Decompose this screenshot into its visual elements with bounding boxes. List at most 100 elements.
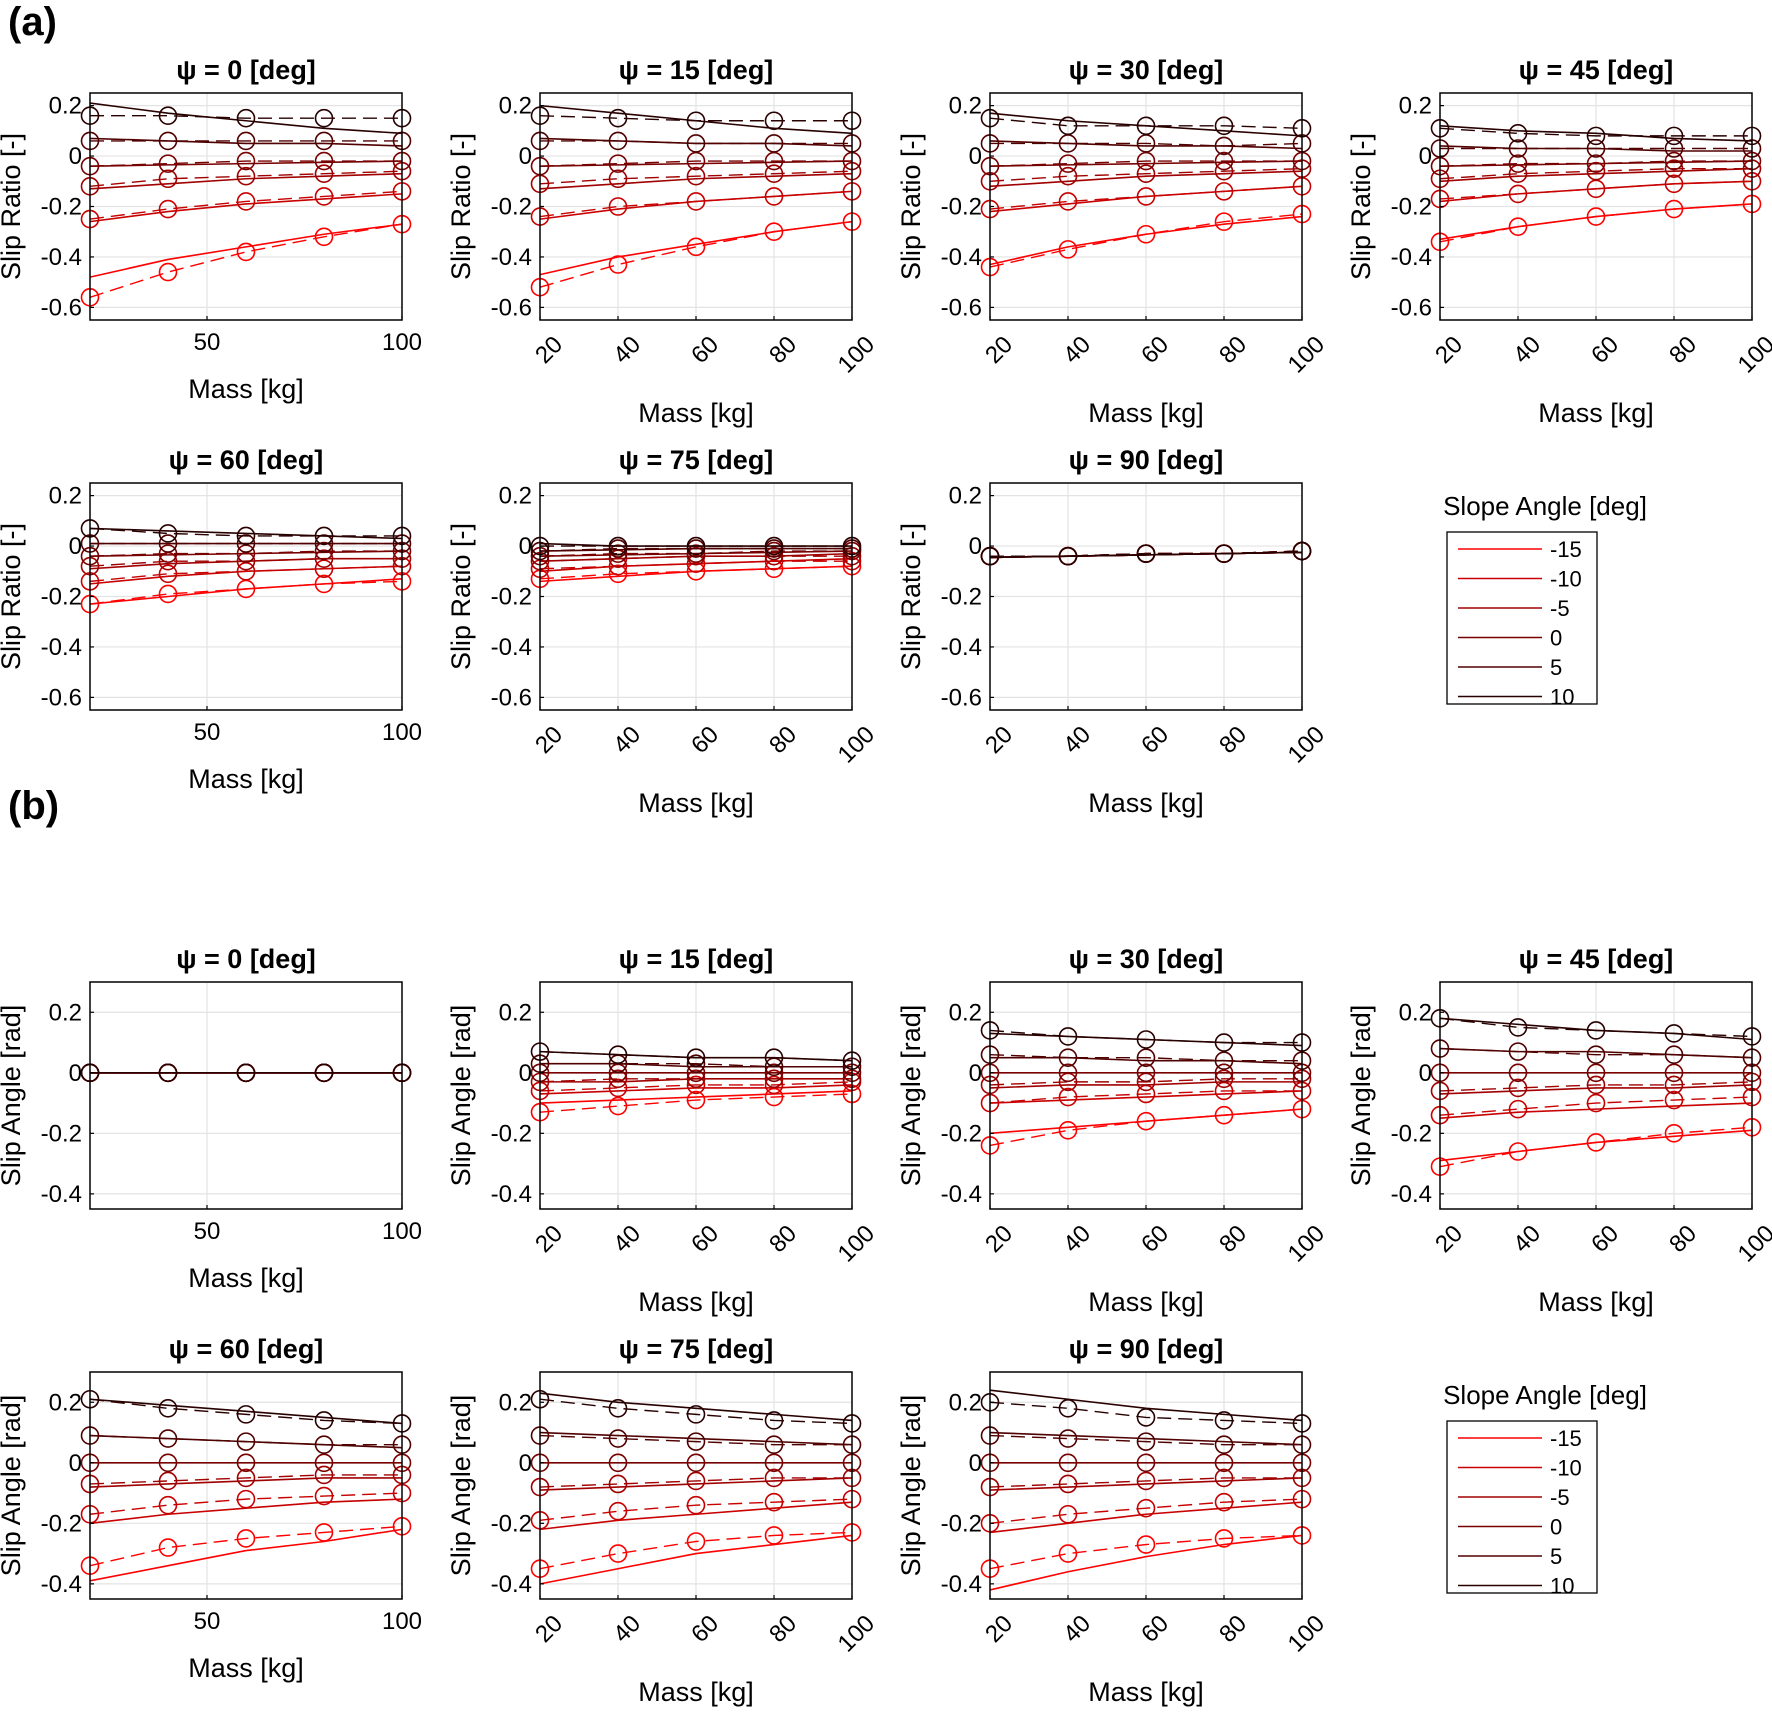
data-point [158,544,178,563]
panel-label-a: (a) [8,0,57,44]
data-point [764,164,784,184]
data-point [236,1489,256,1509]
x-axis-label: Mass [kg] [188,1653,304,1683]
data-point [1214,1051,1234,1070]
subplot-5: -0.6 -0.4 -0.2 0 0.2 20 40 60 80 100 ψ = 75 [deg] M… [446,445,880,818]
fitted-line [1439,1084,1753,1095]
data-point [686,1453,706,1473]
data-point [314,187,334,206]
x-tick-label: 40 [608,1220,646,1258]
fitted-line [89,160,403,167]
subplot-6: -0.6 -0.4 -0.2 0 0.2 20 40 60 80 100 ψ = 90 [deg] M… [896,445,1330,818]
axes-box [89,981,403,1210]
x-tick-label: 100 [1733,331,1772,378]
data-point [1664,1124,1684,1143]
x-axis-label: Mass [kg] [188,1263,304,1293]
measured-line [89,550,402,557]
y-tick-label: 0.2 [49,999,82,1026]
y-tick-label: -0.6 [491,684,532,711]
x-axis-label: Mass [kg] [1538,1287,1654,1317]
data-point [314,574,334,594]
y-axis-label: Slip Angle [rad] [0,1395,26,1577]
legend-entry-label: -10 [1550,567,1582,592]
fitted-line [539,160,853,167]
y-tick-label: -0.2 [491,194,532,221]
legend-entry-label: -15 [1550,1426,1582,1451]
subplot-3: -0.6 -0.4 -0.2 0 0.2 20 40 60 80 100 ψ = 45 [deg] M… [1346,55,1772,428]
measured-line [539,1078,852,1083]
measured-line [89,170,403,188]
data-point [1214,136,1234,156]
fitted-line [539,220,853,276]
y-axis-label: Slip Angle [rad] [1346,1005,1376,1187]
fitted-line [989,160,1303,167]
measured-line [540,1063,852,1068]
x-tick-label: 80 [764,1610,802,1648]
x-axis-label: Mass [kg] [638,1677,754,1707]
data-point [1136,1498,1156,1518]
fitted-line [89,1477,402,1488]
fitted-line [539,1090,853,1104]
data-point [1058,1544,1078,1563]
data-point [314,1523,334,1542]
y-tick-label: 0.2 [49,483,82,510]
fitted-line [539,1431,853,1446]
data-point [1136,164,1156,184]
y-tick-label: -0.4 [941,634,982,661]
x-tick-label: 100 [1283,721,1330,768]
y-tick-label: -0.6 [941,294,982,321]
data-point [1214,1063,1234,1083]
measured-line [989,1108,1303,1147]
y-tick-label: -0.2 [1391,1120,1432,1147]
measured-line [989,1534,1303,1570]
measured-line [989,1477,1302,1488]
data-point [314,1486,334,1506]
data-point [1136,187,1156,206]
y-tick-label: 0 [1419,1060,1432,1087]
data-point [1508,217,1528,236]
data-point [1136,544,1156,563]
y-tick-label: 0 [69,1060,82,1087]
subplot-8: -0.4 -0.2 0 0.2 20 40 60 80 100 ψ = 15 [deg] Mass … [446,944,880,1317]
data-point [236,192,256,211]
x-axis-label: Mass [kg] [1088,1287,1204,1317]
x-axis-label: Mass [kg] [638,1287,754,1317]
x-tick-label: 80 [1664,331,1702,369]
x-tick-label: 60 [686,1610,724,1648]
data-point [1058,116,1078,136]
data-point [764,546,784,566]
x-axis-label: Mass [kg] [1088,788,1204,818]
data-point [1214,1468,1234,1488]
fitted-line [539,172,853,190]
measured-line [539,555,852,562]
data-point [158,1399,178,1418]
data-point [1586,139,1606,158]
data-point [686,1532,706,1551]
x-tick-label: 40 [608,721,646,759]
x-tick-label: 40 [1058,1220,1096,1258]
data-point [314,1063,334,1083]
y-tick-label: 0 [1419,143,1432,170]
x-tick-label: 20 [1430,1220,1468,1258]
fitted-line [89,1398,403,1425]
x-tick-label: 40 [1058,1610,1096,1648]
data-point [764,1435,784,1454]
data-point [314,549,334,568]
data-point [158,106,178,125]
measured-line [89,1525,403,1567]
fitted-line [1439,167,1753,183]
x-tick-label: 40 [608,331,646,369]
measured-line [989,1053,1302,1062]
measured-line [89,1492,403,1515]
y-tick-label: -0.4 [491,1181,532,1208]
fitted-line [89,172,403,190]
y-tick-label: 0.2 [949,483,982,510]
y-tick-label: 0 [969,1060,982,1087]
fitted-line [1439,1102,1753,1119]
y-tick-label: -0.4 [41,1571,82,1598]
data-point [158,169,178,189]
data-point [1664,151,1684,171]
y-tick-label: -0.2 [941,584,982,611]
data-point [1508,1042,1528,1061]
y-tick-label: -0.4 [941,1181,982,1208]
